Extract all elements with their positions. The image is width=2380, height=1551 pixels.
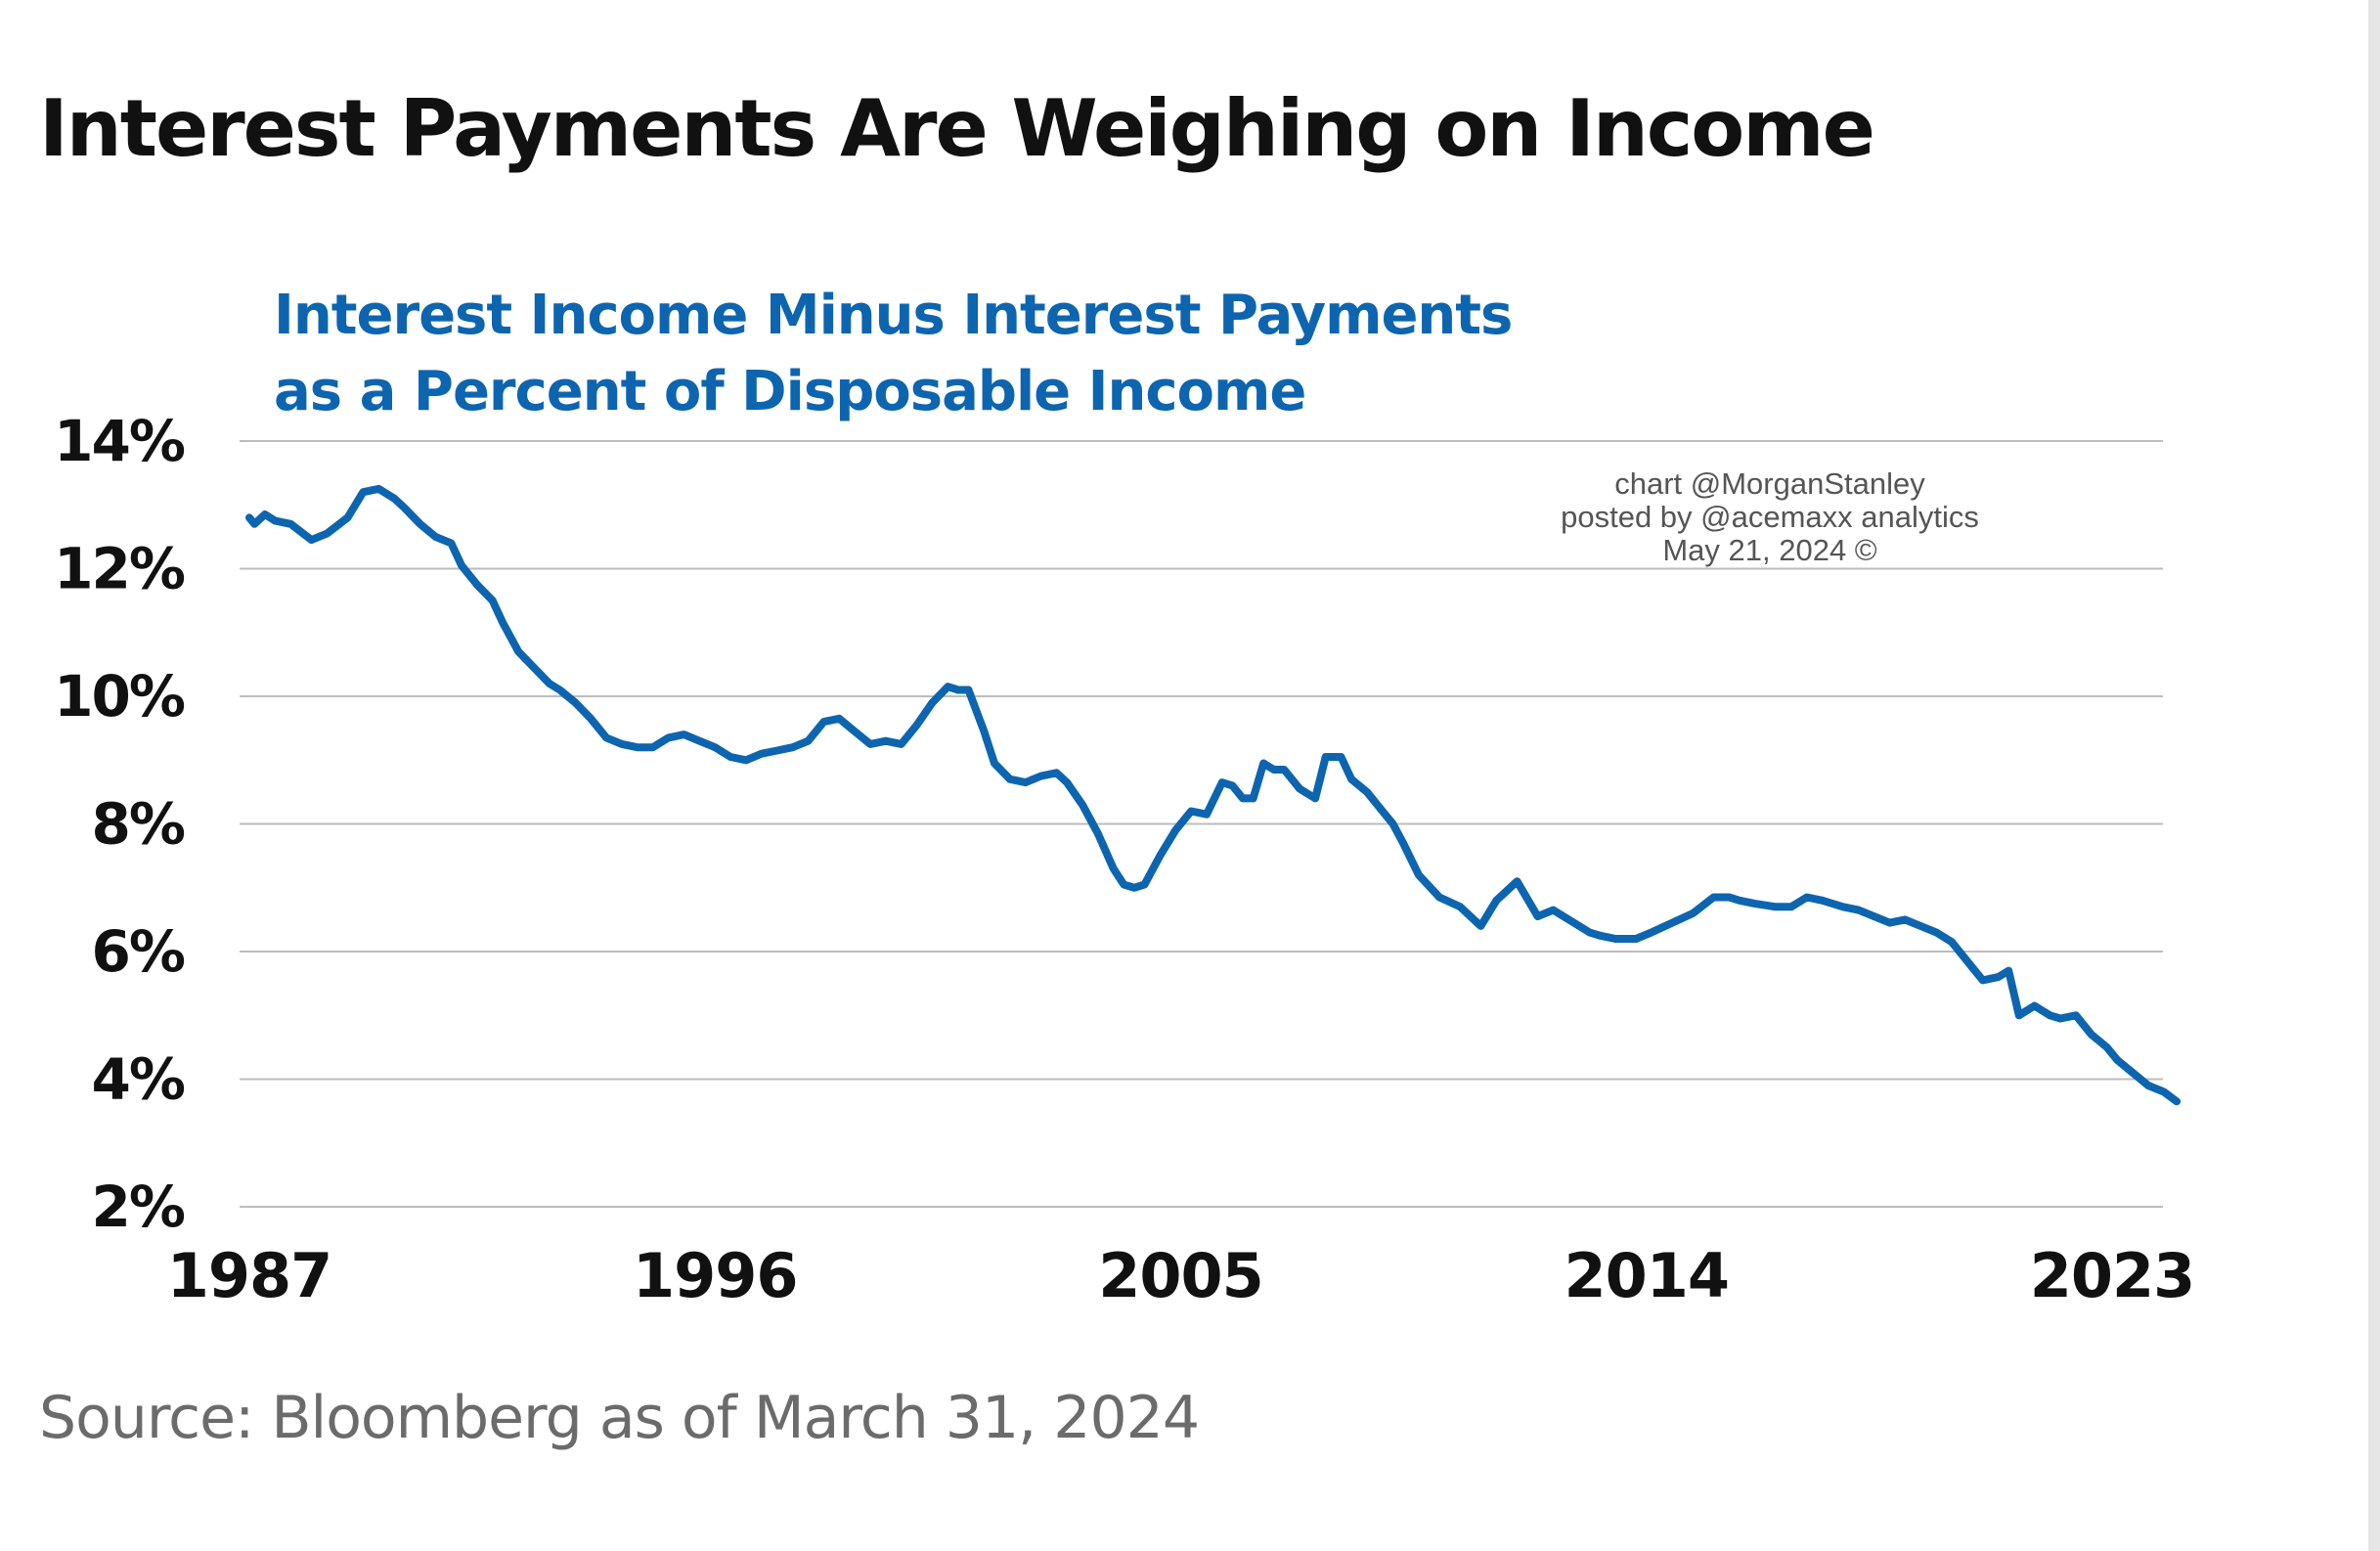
y-tick-label: 2% — [92, 1174, 185, 1240]
source-note: Source: Bloomberg as of March 31, 2024 — [39, 1384, 1200, 1452]
watermark-credit: chart @MorganStanley posted by @acemaxx … — [1525, 467, 2014, 567]
y-tick-label: 6% — [92, 918, 185, 985]
watermark-line-1: chart @MorganStanley — [1614, 466, 1925, 501]
scrollbar-track — [2368, 0, 2380, 1551]
chart-title-line-2: as a Percent of Disposable Income — [274, 360, 1306, 423]
x-tick-label: 2023 — [2030, 1240, 2195, 1311]
series-line-0 — [245, 484, 2182, 1106]
x-tick-label: 2005 — [1098, 1240, 1263, 1311]
watermark-line-3: May 21, 2024 © — [1662, 533, 1877, 567]
series-layer — [245, 484, 2182, 1106]
page-title: Interest Payments Are Weighing on Income — [39, 83, 1875, 174]
y-tick-label: 12% — [54, 536, 185, 602]
y-tick-label: 10% — [54, 663, 185, 730]
y-tick-label: 4% — [92, 1046, 185, 1113]
x-tick-label: 2014 — [1564, 1240, 1729, 1311]
gridlines — [240, 440, 2163, 1208]
y-tick-label: 8% — [92, 791, 185, 858]
chart-title: Interest Income Minus Interest Payments … — [274, 278, 1513, 430]
y-tick-label: 14% — [54, 408, 185, 474]
chart-title-line-1: Interest Income Minus Interest Payments — [274, 284, 1513, 347]
x-axis-tick-labels: 1987 1996 2005 2014 2023 — [167, 1240, 2196, 1311]
y-axis-tick-labels: 2% 4% 6% 8% 10% 12% 14% — [54, 408, 187, 1240]
x-tick-label: 1996 — [633, 1240, 798, 1311]
watermark-line-2: posted by @acemaxx analytics — [1561, 500, 1979, 534]
x-tick-label: 1987 — [167, 1240, 332, 1311]
